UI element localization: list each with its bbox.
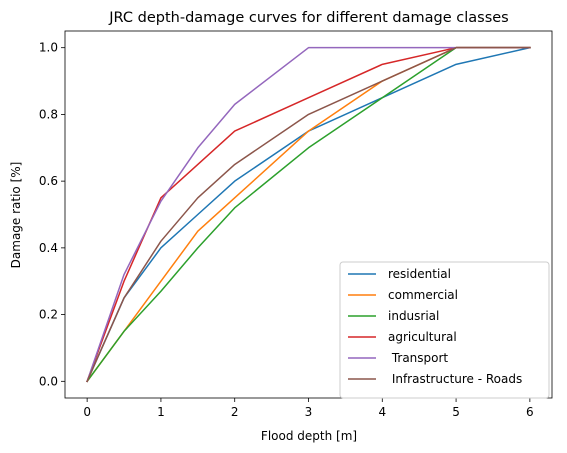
y-tick-label: 0.0 <box>39 374 58 388</box>
y-tick-label: 0.8 <box>39 107 58 121</box>
x-tick-label: 0 <box>83 405 91 419</box>
axes-frame <box>64 30 553 399</box>
x-tick-label: 5 <box>452 405 460 419</box>
series-line-6 <box>86 46 531 383</box>
legend-box <box>339 261 550 399</box>
x-tick-label: 3 <box>305 405 313 419</box>
legend-label: indusrial <box>388 309 439 323</box>
series-line-3 <box>86 46 531 383</box>
legend-label: agricultural <box>388 330 457 344</box>
plot-area <box>86 46 531 383</box>
series-line-1 <box>86 46 531 383</box>
legend-label: commercial <box>388 288 458 302</box>
series-line-5 <box>86 46 531 383</box>
y-axis-label: Damage ratio [%] <box>9 162 23 269</box>
y-tick-label: 0.6 <box>39 174 58 188</box>
series-line-4 <box>86 46 531 383</box>
y-tick-label: 0.2 <box>39 308 58 322</box>
x-tick-label: 1 <box>157 405 165 419</box>
x-axis-label: Flood depth [m] <box>261 429 357 443</box>
y-tick-label: 0.4 <box>39 241 58 255</box>
legend: residential commercial indusrial agricultur… <box>339 261 550 399</box>
axis-ticks: 0 1 2 3 4 5 6 0.0 0.2 0.4 0.6 0.8 1.0 <box>39 41 534 419</box>
chart-title: JRC depth-damage curves for different da… <box>108 10 508 26</box>
x-tick-label: 2 <box>231 405 239 419</box>
y-tick-label: 1.0 <box>39 41 58 55</box>
x-tick-label: 4 <box>378 405 386 419</box>
legend-label: Infrastructure - Roads <box>388 372 522 386</box>
legend-label: Transport <box>388 351 448 365</box>
legend-label: residential <box>388 267 451 281</box>
x-tick-label: 6 <box>526 405 534 419</box>
